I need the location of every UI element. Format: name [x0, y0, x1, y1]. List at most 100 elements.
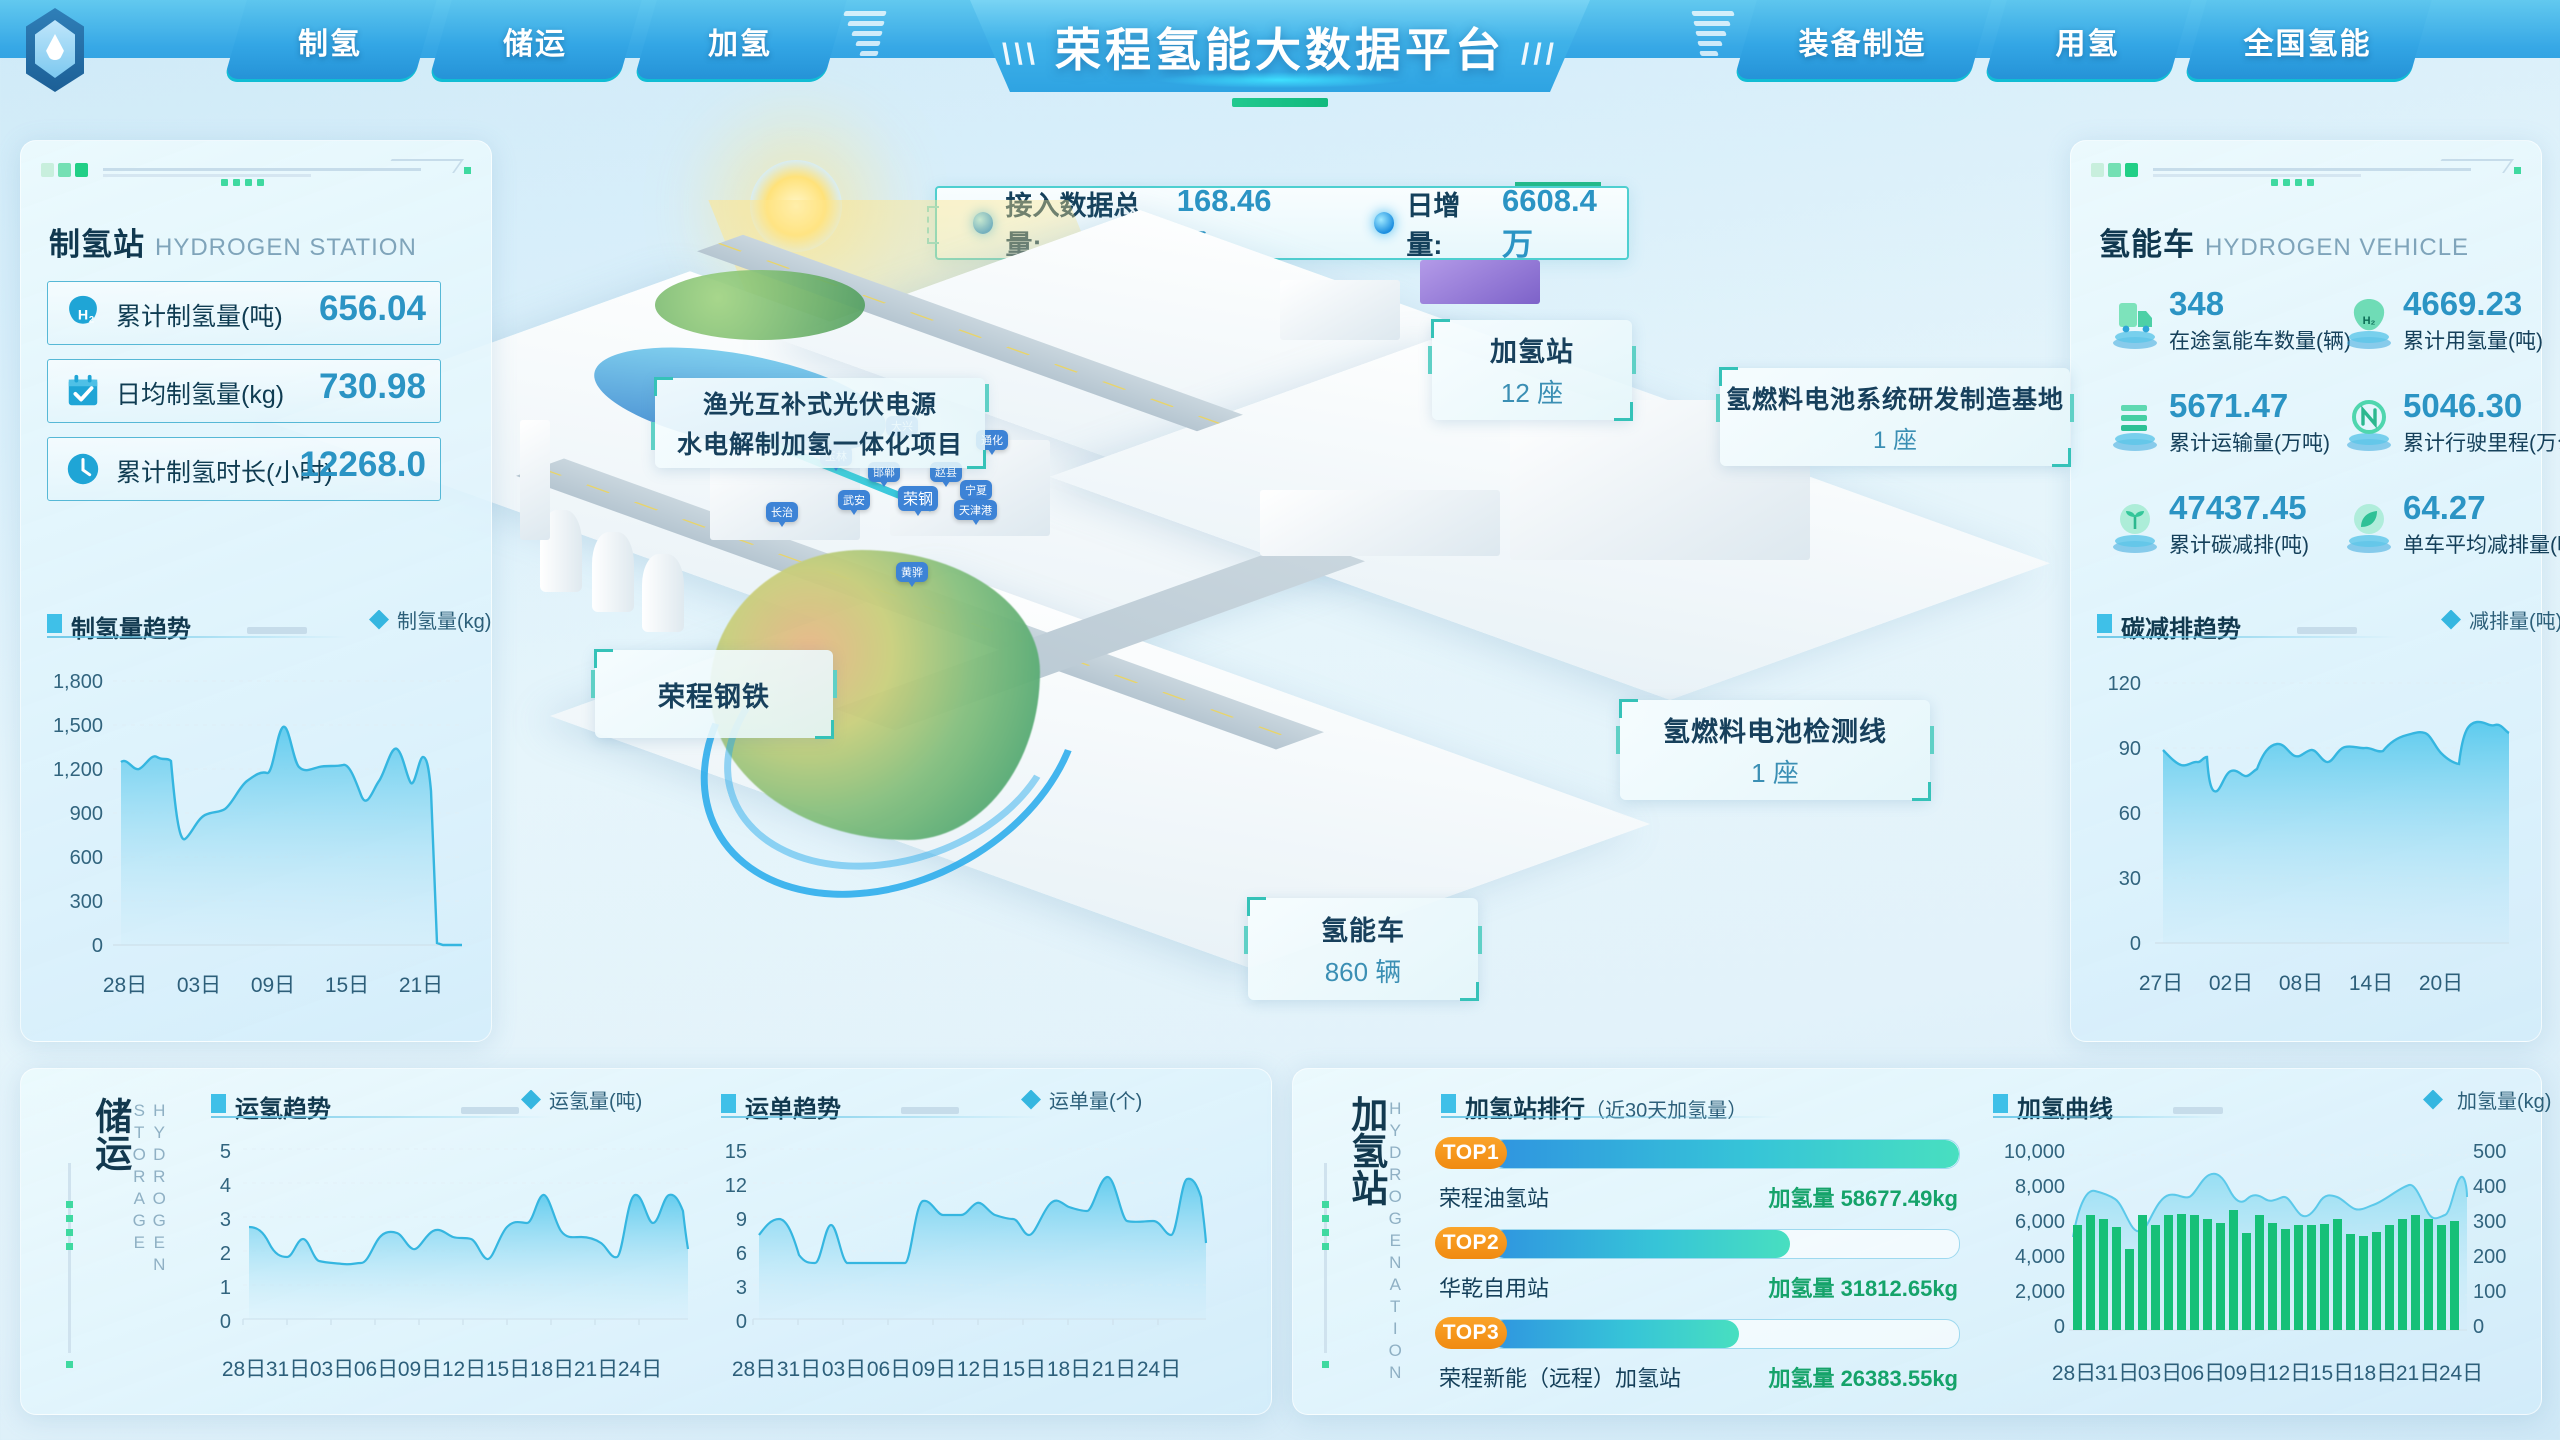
x-tick: 21日 — [1091, 1358, 1137, 1381]
y-tick-right: 400 — [2473, 1176, 2507, 1198]
x-tick: 02日 — [2208, 972, 2254, 995]
title-slash-right: /// — [1520, 38, 1558, 71]
x-tick: 15日 — [1001, 1358, 1047, 1381]
x-tick: 06日 — [2180, 1362, 2226, 1385]
legend-diamond-icon — [2441, 609, 2461, 630]
map-pin: 长治 — [766, 502, 798, 527]
storage-tank — [642, 554, 684, 632]
x-tick: 14日 — [2348, 972, 2394, 995]
h2-tank-icon: H₂ — [2347, 299, 2391, 349]
chart-title: 碳减排趋势 — [2121, 616, 2241, 643]
callout-title-line1: 氢燃料电池系统研发制造基地 — [1726, 385, 2065, 414]
y-tick-left: 2,000 — [2014, 1281, 2065, 1303]
y-tick: 300 — [69, 891, 103, 913]
map-pin: 天津港 — [954, 500, 997, 525]
odometer-icon — [2347, 400, 2391, 451]
y-tick: 0 — [2129, 933, 2141, 955]
x-tick: 12日 — [441, 1358, 487, 1381]
stat-cumulative-production: H 2 累计制氢量(吨) 656.04 — [47, 281, 441, 345]
callout-rongcheng-steel[interactable]: 荣程钢铁 — [591, 649, 837, 739]
chart-title: 加氢曲线 — [2017, 1096, 2113, 1123]
x-tick: 09日 — [911, 1358, 957, 1381]
y-tick: 90 — [2118, 738, 2141, 760]
y-tick: 60 — [2118, 803, 2141, 825]
svg-text:2: 2 — [89, 315, 94, 326]
y-tick-right: 0 — [2473, 1316, 2485, 1338]
x-tick: 06日 — [866, 1358, 912, 1381]
kpi-label: 累计用氢量(吨) — [2403, 330, 2543, 353]
callout-title-line1: 加氢站 — [1490, 337, 1574, 367]
chart-title: 制氢量趋势 — [71, 616, 191, 643]
side-label-cn: 加氢站 — [1345, 1095, 1387, 1206]
kpi-value: 348 — [2169, 285, 2225, 322]
y-tick: 1 — [219, 1277, 231, 1299]
kpi-value: 47437.45 — [2169, 489, 2307, 526]
y-tick-right: 100 — [2473, 1281, 2507, 1303]
chart-legend-transport: 运氢量(吨) — [521, 1085, 642, 1114]
chart-hydrogen-production-trend — [113, 680, 462, 947]
x-tick: 09日 — [2223, 1362, 2269, 1385]
tab-label: 用氢 — [2055, 28, 2120, 61]
x-tick: 20日 — [2418, 972, 2464, 995]
x-tick: 03日 — [176, 974, 222, 997]
kpi-label: 累计行驶里程(万公里) — [2403, 432, 2560, 455]
x-tick: 18日 — [2352, 1362, 2398, 1385]
stat-cumulative-hours: 累计制氢时长(小时) 12268.0 — [47, 437, 441, 501]
tab-zhiqing[interactable]: 制氢 — [223, 0, 437, 82]
tree-row — [655, 270, 865, 340]
panel-hydrogen-station: 制氢站 HYDROGEN STATION H 2 累计制氢量(吨) 656.04 … — [20, 140, 492, 1042]
test-line-building — [1260, 490, 1500, 556]
x-tick: 21日 — [398, 974, 444, 997]
x-tick: 28日 — [102, 974, 148, 997]
y-tick: 5 — [219, 1141, 231, 1163]
x-tick: 03日 — [821, 1358, 867, 1381]
tab-label: 全国氢能 — [2243, 28, 2372, 61]
rank-track — [1489, 1139, 1960, 1169]
legend-label-amount: 加氢量(kg) — [2457, 1091, 2552, 1113]
panel-hydrogenation: 加氢站 HYDROGENATION 加氢站排行（近30天加氢量） TOP1 荣程… — [1292, 1068, 2551, 1415]
chart-header-waybill: 运单趋势 — [721, 1091, 1121, 1123]
callout-hydrogen-vehicle-count[interactable]: 氢能车 860 辆 — [1244, 897, 1482, 1001]
legend-diamond-icon — [1021, 1089, 1041, 1110]
tab-quanguoqingneng[interactable]: 全国氢能 — [2183, 0, 2432, 82]
truck-icon — [2113, 303, 2157, 349]
chart-hydrogenation-curve — [2069, 1154, 2468, 1331]
map-pin: 黄骅 — [896, 562, 928, 587]
x-tick: 03日 — [2137, 1362, 2183, 1385]
tab-zhuangbeizhizao[interactable]: 装备制造 — [1733, 0, 1992, 82]
panel-title-cn: 氢能车 — [2099, 227, 2195, 262]
y-tick: 2 — [219, 1243, 231, 1265]
refuel-canopy — [1280, 280, 1400, 340]
callout-hydrogen-refuel-station[interactable]: 加氢站 12 座 — [1428, 319, 1636, 421]
callout-fuel-cell-rnd-base[interactable]: 氢燃料电池系统研发制造基地 1 座 — [1716, 367, 2074, 467]
kpi-value: 64.27 — [2403, 489, 2486, 526]
rank-track — [1489, 1229, 1960, 1259]
svg-text:H: H — [78, 308, 88, 324]
stat-value: 656.04 — [318, 289, 426, 328]
y-tick-left: 10,000 — [2003, 1141, 2065, 1163]
callout-fuel-cell-test-line[interactable]: 氢燃料电池检测线 1 座 — [1616, 699, 1934, 801]
callout-title-line1: 氢能车 — [1321, 916, 1405, 946]
panel-deco-right — [2091, 159, 2521, 186]
legend-diamond-icon — [369, 609, 389, 630]
tab-chuyun[interactable]: 储运 — [428, 0, 642, 82]
rank-value: 加氢量 58677.49kg — [1768, 1186, 1958, 1211]
daily-increase-label: 日增量: — [1406, 191, 1461, 260]
x-tick: 03日 — [309, 1358, 355, 1381]
x-tick: 15日 — [485, 1358, 531, 1381]
kpi-label: 单车平均减排量(吨) — [2403, 534, 2560, 557]
panel-title-cn: 制氢站 — [49, 227, 145, 262]
legend-label: 减排量(吨) — [2469, 611, 2560, 633]
tab-yongqing[interactable]: 用氢 — [1983, 0, 2192, 82]
side-label-en: HYDROGENATION — [1385, 1099, 1405, 1385]
purple-canopy — [1420, 260, 1540, 304]
callout-pv-electrolysis-project[interactable]: 渔光互补式光伏电源 水电解制加氢一体化项目 — [651, 377, 989, 469]
callout-value: 860 辆 — [1324, 957, 1402, 987]
stat-daily-average: 日均制氢量(kg) 730.98 — [47, 359, 441, 423]
panel-hydrogen-vehicle: 氢能车 HYDROGEN VEHICLE 348 在途氢能车数量(辆) H₂ 46… — [2070, 140, 2560, 1042]
kpi-label: 累计碳减排(吨) — [2169, 534, 2309, 557]
tab-jiaqing[interactable]: 加氢 — [633, 0, 847, 82]
x-tick: 28日 — [731, 1358, 777, 1381]
legend-label: 运单量(个) — [1049, 1091, 1143, 1113]
kpi-value: 5046.30 — [2403, 387, 2523, 424]
